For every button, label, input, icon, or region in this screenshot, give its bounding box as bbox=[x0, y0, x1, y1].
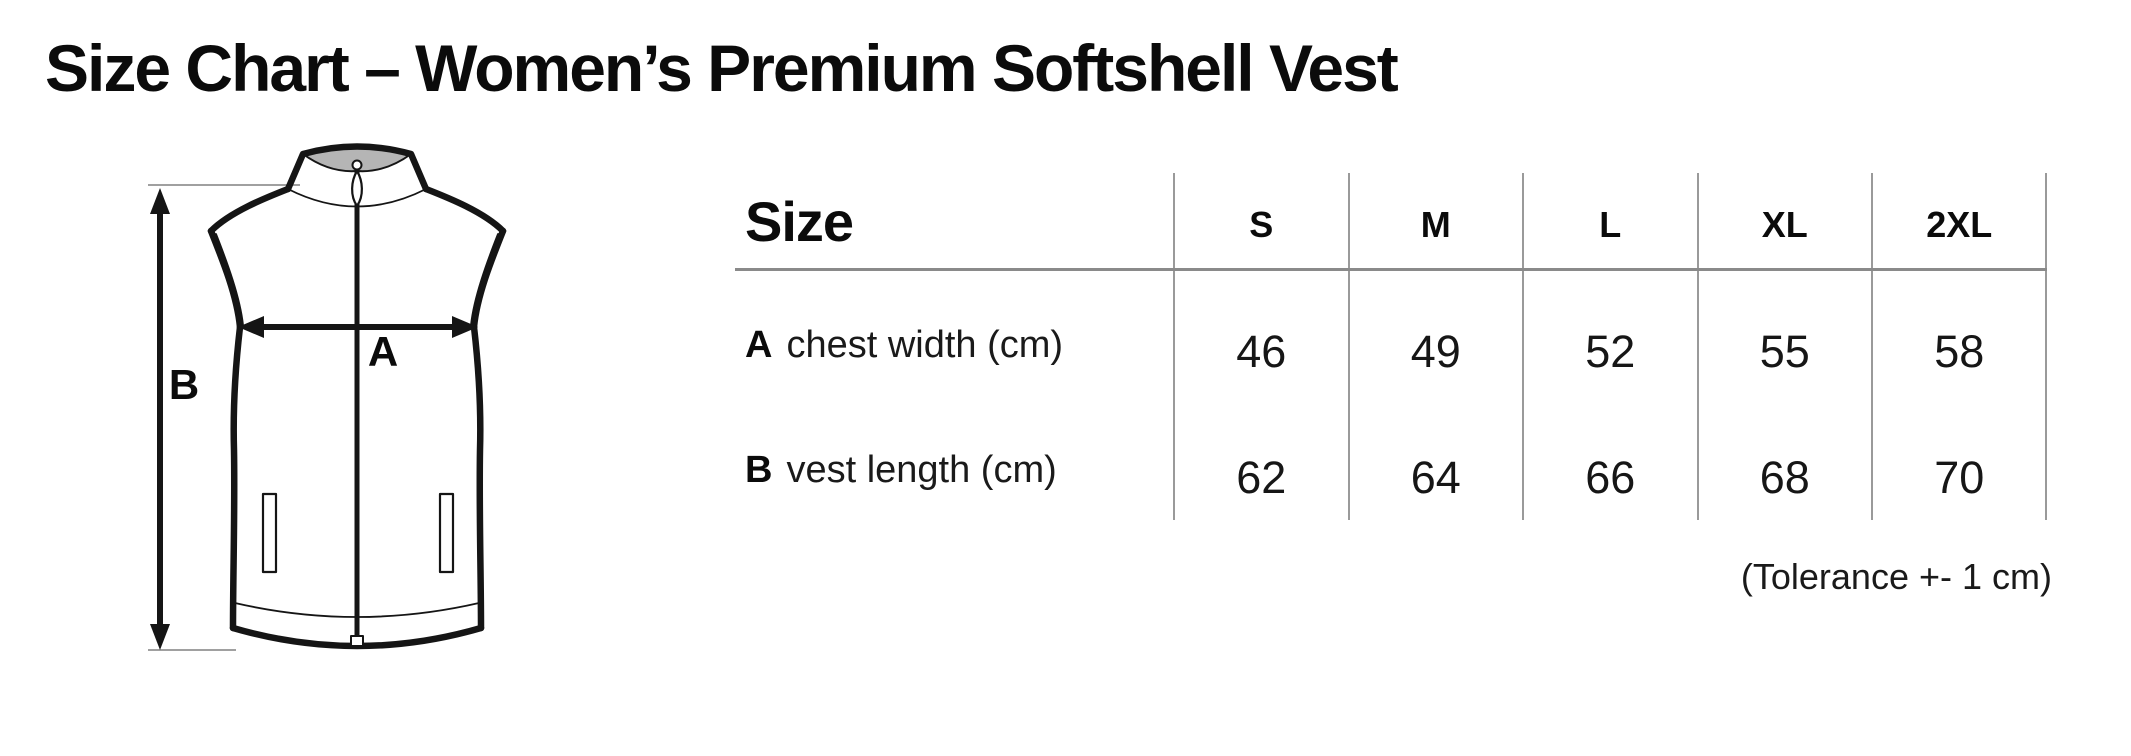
pocket-slit-left bbox=[261, 492, 278, 574]
vest-length-xl: 68 bbox=[1759, 451, 1810, 503]
tolerance-note: (Tolerance +- 1 cm) bbox=[1740, 556, 2052, 597]
arrowhead-up-icon bbox=[150, 188, 170, 214]
chest-width-m: 49 bbox=[1410, 326, 1461, 377]
vest-length-m: 64 bbox=[1410, 451, 1461, 503]
arrowhead-left-icon bbox=[238, 316, 264, 338]
chest-width-l: 52 bbox=[1585, 326, 1636, 377]
measure-label-b: B bbox=[169, 361, 199, 408]
arrowhead-right-icon bbox=[452, 316, 478, 338]
row-text-b: vest length (cm) bbox=[786, 449, 1057, 491]
chest-width-2xl: 58 bbox=[1934, 326, 1985, 377]
measure-label-a: A bbox=[368, 328, 398, 375]
zipper-stop bbox=[350, 635, 364, 647]
page-title: Size Chart – Women’s Premium Softshell V… bbox=[45, 31, 1399, 105]
table-divider-vertical-6 bbox=[2045, 173, 2047, 520]
arrowhead-down-icon bbox=[150, 624, 170, 650]
size-table: Size S M L XL 2XL A chest width (cm) 46 … bbox=[735, 173, 2047, 520]
vest-outline bbox=[207, 143, 507, 650]
table-divider-vertical-1 bbox=[1173, 173, 1175, 520]
chest-width-s: 46 bbox=[1236, 326, 1287, 377]
row-label-vest-length: B vest length (cm) bbox=[735, 421, 1174, 520]
table-divider-vertical-2 bbox=[1347, 173, 1350, 520]
chest-width-xl: 55 bbox=[1759, 326, 1810, 377]
measure-arrow-a bbox=[238, 316, 478, 338]
table-divider-vertical-3 bbox=[1522, 173, 1524, 520]
row-text-a: chest width (cm) bbox=[786, 323, 1064, 366]
table-divider-vertical-5 bbox=[1871, 173, 1873, 520]
column-header-m: M bbox=[1420, 204, 1451, 245]
table-header-underline bbox=[735, 268, 2047, 271]
zipper-pull-ring bbox=[351, 159, 363, 171]
vest-length-2xl: 70 bbox=[1934, 451, 1985, 503]
pocket-slit-right bbox=[438, 492, 455, 574]
vest-length-l: 66 bbox=[1585, 451, 1636, 503]
column-header-s: S bbox=[1249, 204, 1274, 245]
measure-extension-lines bbox=[148, 184, 300, 651]
table-header-size: Size bbox=[745, 189, 854, 253]
measure-arrow-b bbox=[150, 188, 170, 650]
row-key-a: A bbox=[745, 323, 773, 366]
vest-length-s: 62 bbox=[1236, 451, 1287, 503]
row-label-chest-width: A chest width (cm) bbox=[735, 269, 1174, 421]
column-header-l: L bbox=[1599, 204, 1622, 245]
column-header-xl: XL bbox=[1761, 204, 1808, 245]
vest-illustration: A B bbox=[148, 143, 507, 651]
row-key-b: B bbox=[745, 449, 773, 491]
table-divider-vertical-4 bbox=[1696, 173, 1699, 520]
zipper-pull bbox=[351, 169, 363, 208]
column-header-2xl: 2XL bbox=[1926, 204, 1993, 245]
